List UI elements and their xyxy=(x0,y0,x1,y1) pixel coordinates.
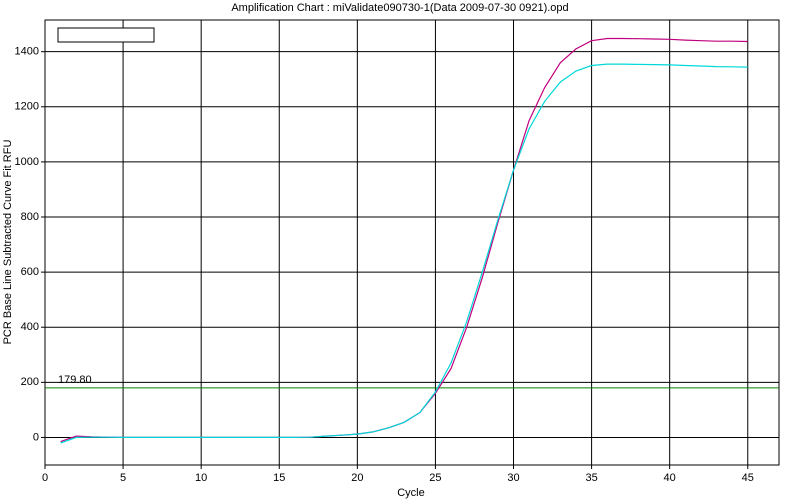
x-tick-label: 40 xyxy=(664,472,676,484)
x-tick-label: 10 xyxy=(195,472,207,484)
x-tick-label: 35 xyxy=(585,472,597,484)
plot-area xyxy=(44,19,780,466)
threshold-label: 179.80 xyxy=(58,374,92,386)
y-tick-label: 0 xyxy=(33,431,39,443)
y-tick-label: 400 xyxy=(21,321,39,333)
x-tick-label: 5 xyxy=(120,472,126,484)
x-tick-label: 25 xyxy=(429,472,441,484)
y-axis-label: PCR Base Line Subtracted Curve Fit RFU xyxy=(2,140,14,345)
y-tick-label: 800 xyxy=(21,211,39,223)
y-tick-label: 600 xyxy=(21,266,39,278)
x-tick-label: 30 xyxy=(507,472,519,484)
series-line xyxy=(60,63,748,444)
x-tick-label: 0 xyxy=(42,472,48,484)
y-tick-label: 1000 xyxy=(15,156,39,168)
x-axis-label: Cycle xyxy=(397,487,425,499)
legend-box xyxy=(57,27,155,43)
x-tick-label: 45 xyxy=(742,472,754,484)
y-tick-label: 200 xyxy=(21,376,39,388)
x-tick-label: 15 xyxy=(273,472,285,484)
chart-title: Amplification Chart : miValidate090730-1… xyxy=(231,2,568,14)
x-tick-label: 20 xyxy=(351,472,363,484)
y-tick-label: 1400 xyxy=(15,46,39,58)
y-tick-label: 1200 xyxy=(15,101,39,113)
